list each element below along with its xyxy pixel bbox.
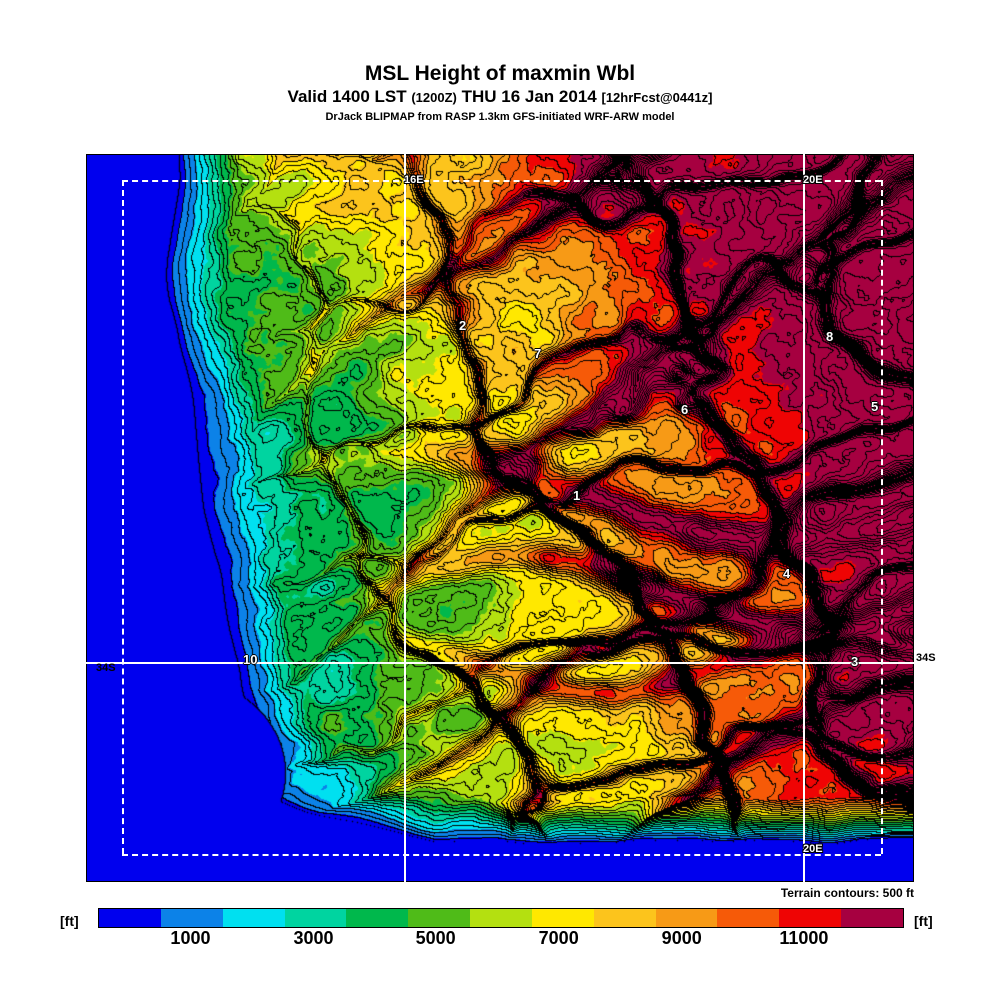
- colorbar-segment-1: [160, 909, 223, 927]
- title-block: MSL Height of maxmin Wbl Valid 1400 LST …: [0, 62, 1000, 125]
- colorbar-tick: 9000: [661, 928, 702, 948]
- colorbar-segment-5: [408, 909, 471, 927]
- colorbar-unit-left: [ft]: [60, 913, 79, 929]
- colorbar-segment-11: [779, 909, 842, 927]
- colorbar-segment-7: [531, 909, 594, 927]
- colorbar-tick-labels: 1000 3000 5000 7000 9000 11000: [98, 928, 902, 952]
- valid-zulu: (1200Z): [411, 90, 457, 105]
- colorbar-segment-6: [470, 909, 532, 927]
- map-panel[interactable]: 16E 20E 20E 34S 2 7 6 8 5 1 4 3 10: [86, 154, 914, 882]
- terrain-contour-note: Terrain contours: 500 ft: [780, 886, 914, 900]
- colorbar-unit-right: [ft]: [914, 913, 933, 929]
- colorbar-segment-10: [717, 909, 780, 927]
- colorbar-tick: 1000: [170, 928, 211, 948]
- colorbar-segment-2: [222, 909, 285, 927]
- colorbar-tick: 11000: [779, 928, 829, 948]
- model-credit: DrJack BLIPMAP from RASP 1.3km GFS-initi…: [325, 111, 675, 123]
- page-title: MSL Height of maxmin Wbl: [364, 62, 636, 85]
- colorbar-tick: 3000: [293, 928, 334, 948]
- valid-time-line: Valid 1400 LST (1200Z) THU 16 Jan 2014 […: [0, 86, 1000, 109]
- colorbar-segment-3: [284, 909, 347, 927]
- valid-date: THU 16 Jan 2014: [461, 87, 597, 106]
- valid-prefix: Valid 1400 LST: [287, 87, 407, 106]
- colorbar[interactable]: [98, 908, 904, 928]
- colorbar-segment-4: [346, 909, 409, 927]
- colorbar-tick: 7000: [538, 928, 579, 948]
- colorbar-tick: 5000: [415, 928, 456, 948]
- forecast-tag: [12hrFcst@0441z]: [601, 90, 713, 105]
- weather-map-canvas[interactable]: [86, 154, 914, 882]
- lat-label-right: 34S: [916, 652, 936, 664]
- colorbar-segment-0: [99, 909, 161, 927]
- colorbar-segment-9: [655, 909, 718, 927]
- colorbar-segment-12: [841, 909, 903, 927]
- colorbar-segment-8: [593, 909, 656, 927]
